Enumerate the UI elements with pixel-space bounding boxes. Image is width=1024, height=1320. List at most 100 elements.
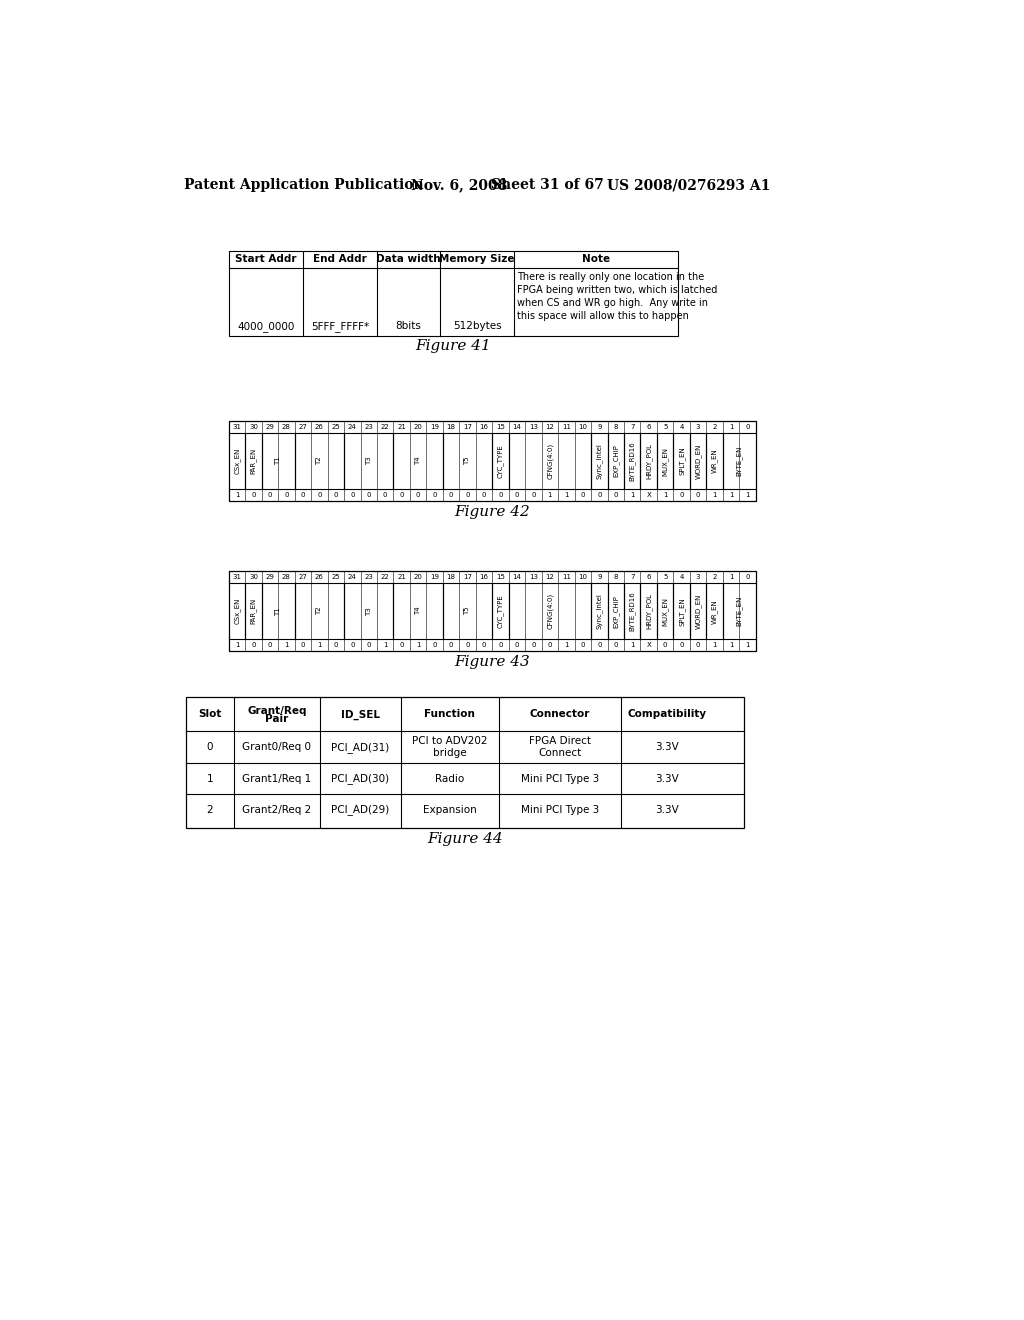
Text: CSx_EN: CSx_EN: [233, 447, 241, 474]
Text: 0: 0: [499, 492, 503, 498]
Text: SPLT_EN: SPLT_EN: [678, 597, 685, 626]
Text: 3.3V: 3.3V: [655, 774, 679, 784]
Text: 2: 2: [713, 424, 717, 430]
Text: 0: 0: [745, 424, 750, 430]
Text: 0: 0: [334, 642, 338, 648]
Text: 0: 0: [399, 492, 403, 498]
Text: PCI_AD(29): PCI_AD(29): [332, 804, 389, 816]
Text: 9: 9: [597, 424, 601, 430]
Text: 2: 2: [713, 574, 717, 581]
Text: WR_EN: WR_EN: [712, 599, 718, 623]
Text: 0: 0: [613, 642, 618, 648]
Text: 0: 0: [207, 742, 213, 752]
Text: 0: 0: [481, 492, 486, 498]
Text: 0: 0: [597, 492, 601, 498]
Text: CFNG(4:0): CFNG(4:0): [547, 444, 553, 479]
Text: 1: 1: [630, 642, 635, 648]
Text: 0: 0: [696, 642, 700, 648]
Text: Patent Application Publication: Patent Application Publication: [183, 178, 424, 193]
Text: 0: 0: [251, 642, 256, 648]
Text: US 2008/0276293 A1: US 2008/0276293 A1: [607, 178, 770, 193]
Text: 3.3V: 3.3V: [655, 805, 679, 814]
Text: 31: 31: [232, 424, 242, 430]
Text: 0: 0: [416, 492, 421, 498]
Text: Connector: Connector: [529, 709, 590, 719]
Text: 21: 21: [397, 424, 407, 430]
Text: 16: 16: [479, 574, 488, 581]
Text: Data width: Data width: [376, 255, 441, 264]
Text: Mini PCI Type 3: Mini PCI Type 3: [521, 774, 599, 784]
Text: 11: 11: [562, 574, 570, 581]
Text: 0: 0: [515, 642, 519, 648]
Text: SPLT_EN: SPLT_EN: [678, 446, 685, 475]
Text: EXP_CHIP: EXP_CHIP: [612, 595, 620, 627]
Text: 22: 22: [381, 424, 389, 430]
Text: 3: 3: [696, 574, 700, 581]
Text: WR_EN: WR_EN: [712, 449, 718, 474]
Text: 0: 0: [696, 492, 700, 498]
Text: 23: 23: [365, 574, 373, 581]
Text: EXP_CHIP: EXP_CHIP: [612, 445, 620, 478]
Text: CYC_TYPE: CYC_TYPE: [497, 594, 504, 628]
Text: 1: 1: [713, 642, 717, 648]
Text: 15: 15: [496, 424, 505, 430]
Text: CSx_EN: CSx_EN: [233, 598, 241, 624]
Text: 8bits: 8bits: [395, 321, 422, 331]
Text: 16: 16: [479, 424, 488, 430]
Text: 29: 29: [265, 424, 274, 430]
Text: 0: 0: [465, 492, 470, 498]
Text: Start Addr: Start Addr: [236, 255, 297, 264]
Text: 21: 21: [397, 574, 407, 581]
Text: 1: 1: [729, 424, 733, 430]
Text: T5: T5: [465, 607, 471, 615]
Text: 14: 14: [513, 424, 521, 430]
Text: 5: 5: [663, 574, 668, 581]
Text: 0: 0: [531, 642, 536, 648]
Text: 28: 28: [282, 574, 291, 581]
Text: HRDY_POL: HRDY_POL: [645, 444, 652, 479]
Text: T2: T2: [316, 607, 323, 615]
Text: Radio: Radio: [435, 774, 465, 784]
Text: 0: 0: [663, 642, 668, 648]
Text: 0: 0: [449, 492, 454, 498]
Text: T4: T4: [415, 607, 421, 615]
Text: T4: T4: [415, 457, 421, 466]
Bar: [228, 572, 756, 651]
Text: 0: 0: [301, 492, 305, 498]
Text: 12: 12: [546, 424, 554, 430]
Text: 0: 0: [465, 642, 470, 648]
Text: MUX_EN: MUX_EN: [662, 597, 669, 626]
Text: 6: 6: [646, 574, 651, 581]
Text: 2: 2: [207, 805, 213, 814]
Text: 7: 7: [630, 574, 635, 581]
Text: 1: 1: [207, 774, 213, 784]
Text: Pair: Pair: [265, 714, 289, 725]
Text: 5FFF_FFFF*: 5FFF_FFFF*: [311, 321, 369, 331]
Text: HRDY_POL: HRDY_POL: [645, 593, 652, 630]
Text: 13: 13: [529, 424, 538, 430]
Text: 12: 12: [546, 574, 554, 581]
Text: 1: 1: [630, 492, 635, 498]
Text: 1: 1: [548, 492, 552, 498]
Text: 31: 31: [232, 574, 242, 581]
Text: 4: 4: [680, 574, 684, 581]
Text: 0: 0: [581, 642, 585, 648]
Text: Sync_Intel: Sync_Intel: [596, 444, 603, 479]
Text: 26: 26: [315, 424, 324, 430]
Text: CFNG(4:0): CFNG(4:0): [547, 593, 553, 630]
Text: 1: 1: [713, 492, 717, 498]
Text: 3: 3: [696, 424, 700, 430]
Text: 24: 24: [348, 424, 356, 430]
Text: BYTE_RD16: BYTE_RD16: [629, 591, 636, 631]
Text: Grant1/Req 1: Grant1/Req 1: [242, 774, 311, 784]
Text: T5: T5: [465, 457, 471, 466]
Text: 17: 17: [463, 574, 472, 581]
Text: 0: 0: [499, 642, 503, 648]
Text: 0: 0: [383, 492, 387, 498]
Text: CYC_TYPE: CYC_TYPE: [497, 444, 504, 478]
Text: Mini PCI Type 3: Mini PCI Type 3: [521, 805, 599, 814]
Text: 11: 11: [562, 424, 570, 430]
Text: 1: 1: [564, 492, 568, 498]
Text: 0: 0: [399, 642, 403, 648]
Text: 25: 25: [332, 424, 340, 430]
